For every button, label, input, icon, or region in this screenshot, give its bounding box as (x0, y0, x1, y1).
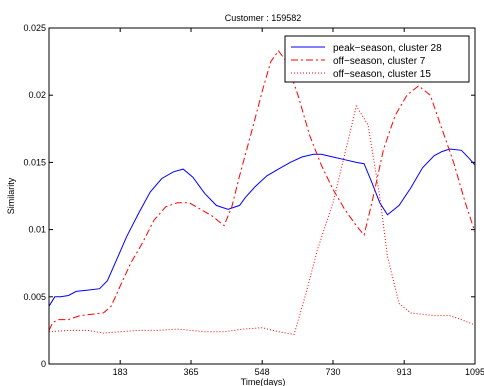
x-axis-label: Time(days) (241, 377, 286, 386)
legend-entry-label: off−season, cluster 15 (333, 69, 431, 80)
y-tick-label: 0.02 (28, 90, 46, 100)
series-line-3 (48, 104, 476, 335)
x-tick-label: 365 (183, 367, 198, 377)
x-tick-label: 913 (397, 367, 412, 377)
x-tick-label: 548 (255, 367, 270, 377)
series-line-1 (48, 148, 476, 307)
legend-entry-label: off−season, cluster 7 (333, 56, 426, 67)
series-layer (48, 49, 476, 335)
y-tick-label: 0.01 (28, 225, 46, 235)
plot-frame (48, 27, 476, 365)
x-tick-label: 1095 (465, 367, 484, 377)
legend-entry-label: peak−season, cluster 28 (333, 43, 442, 54)
x-tick-label: 730 (325, 367, 340, 377)
chart-title: Customer : 159582 (225, 13, 302, 23)
y-tick-label: 0.015 (23, 157, 46, 167)
series-line-2 (48, 49, 476, 331)
y-tick-label: 0 (41, 359, 46, 369)
y-tick-label: 0.005 (23, 292, 46, 302)
legend-box (284, 35, 470, 83)
y-axis-label: Similarity (6, 177, 16, 214)
axis-ticks: 183 365 548 730 913 1095 0 0.005 0.01 0.015 0.02 0.… (23, 23, 484, 377)
y-tick-label: 0.025 (23, 23, 46, 33)
legend: peak−season, cluster 28 off−season, clust… (284, 35, 470, 83)
x-tick-label: 183 (113, 367, 128, 377)
